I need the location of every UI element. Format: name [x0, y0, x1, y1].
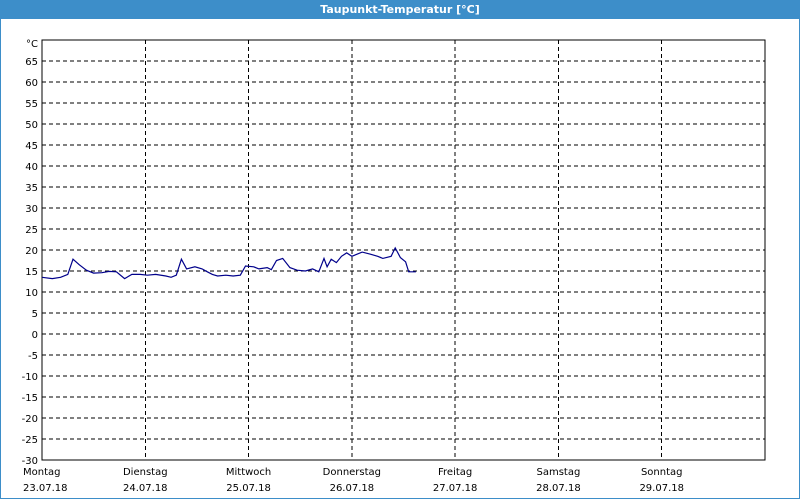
- x-tick-date-label: 29.07.18: [639, 483, 684, 494]
- y-tick-label: 45: [25, 141, 38, 152]
- y-tick-label: 15: [25, 267, 38, 278]
- y-tick-label: 10: [25, 288, 38, 299]
- y-tick-label: -5: [28, 351, 38, 362]
- y-axis-unit-label: °C: [26, 39, 38, 50]
- y-tick-label: -25: [22, 435, 38, 446]
- y-tick-label: 20: [25, 246, 38, 257]
- y-tick-label: -30: [22, 456, 38, 467]
- y-tick-label: -10: [22, 372, 38, 383]
- x-tick-day-label: Freitag: [438, 467, 472, 478]
- y-tick-label: 50: [25, 120, 38, 131]
- grid: [42, 40, 765, 460]
- x-tick-date-label: 23.07.18: [23, 483, 68, 494]
- x-tick-date-label: 26.07.18: [330, 483, 375, 494]
- y-tick-label: 25: [25, 225, 38, 236]
- dewpoint-chart: 65605550454035302520151050-5-10-15-20-25…: [22, 39, 766, 494]
- y-tick-label: 40: [25, 162, 38, 173]
- window-title: Taupunkt-Temperatur [°C]: [0, 0, 800, 19]
- x-tick-day-label: Donnerstag: [323, 467, 381, 478]
- y-tick-label: 65: [25, 57, 38, 68]
- y-tick-label: 0: [32, 330, 38, 341]
- x-tick-date-label: 28.07.18: [536, 483, 581, 494]
- axes: [41, 39, 766, 461]
- y-tick-label: -20: [22, 414, 38, 425]
- y-tick-label: 60: [25, 78, 38, 89]
- x-tick-day-label: Mittwoch: [226, 467, 271, 478]
- series-layer: [41, 246, 416, 280]
- x-tick-day-label: Dienstag: [123, 467, 168, 478]
- plot-border: [41, 39, 766, 461]
- y-tick-label: 55: [25, 99, 38, 110]
- y-tick-label: 30: [25, 204, 38, 215]
- y-tick-label: 35: [25, 183, 38, 194]
- chart-frame: 65 60 55 50 45 40 35 30 25 20 15 10 5 0 -5 -10 -15 -20 -25…: [0, 19, 800, 499]
- y-tick-label: 5: [32, 309, 38, 320]
- x-tick-date-label: 25.07.18: [226, 483, 271, 494]
- x-tick-date-label: 24.07.18: [123, 483, 168, 494]
- y-tick-label: -15: [22, 393, 38, 404]
- tick-labels: 65605550454035302520151050-5-10-15-20-25…: [22, 39, 684, 494]
- x-tick-day-label: Montag: [23, 467, 60, 478]
- x-tick-date-label: 27.07.18: [433, 483, 478, 494]
- series-line-taupunkt: [41, 246, 416, 280]
- x-tick-day-label: Samstag: [537, 467, 581, 478]
- x-tick-day-label: Sonntag: [641, 467, 683, 478]
